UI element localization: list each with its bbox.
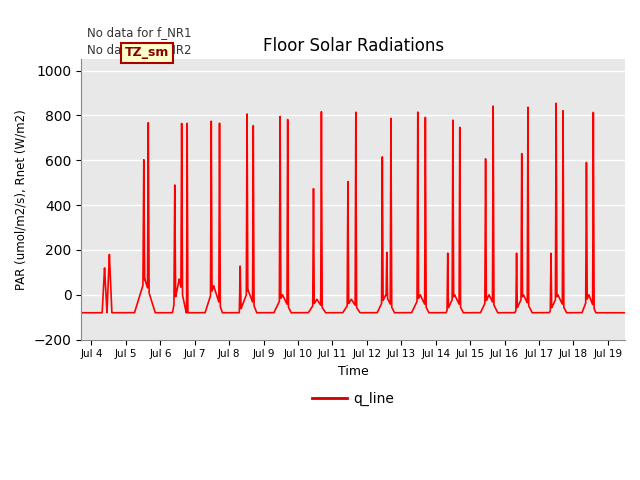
Text: TZ_sm: TZ_sm [125,47,169,60]
Title: Floor Solar Radiations: Floor Solar Radiations [262,37,444,55]
X-axis label: Time: Time [338,365,369,378]
Y-axis label: PAR (umol/m2/s), Rnet (W/m2): PAR (umol/m2/s), Rnet (W/m2) [15,109,28,290]
Text: No data for f_NR1: No data for f_NR1 [86,26,191,39]
Legend: q_line: q_line [307,386,400,411]
Text: No data for f_NR2: No data for f_NR2 [86,43,191,56]
